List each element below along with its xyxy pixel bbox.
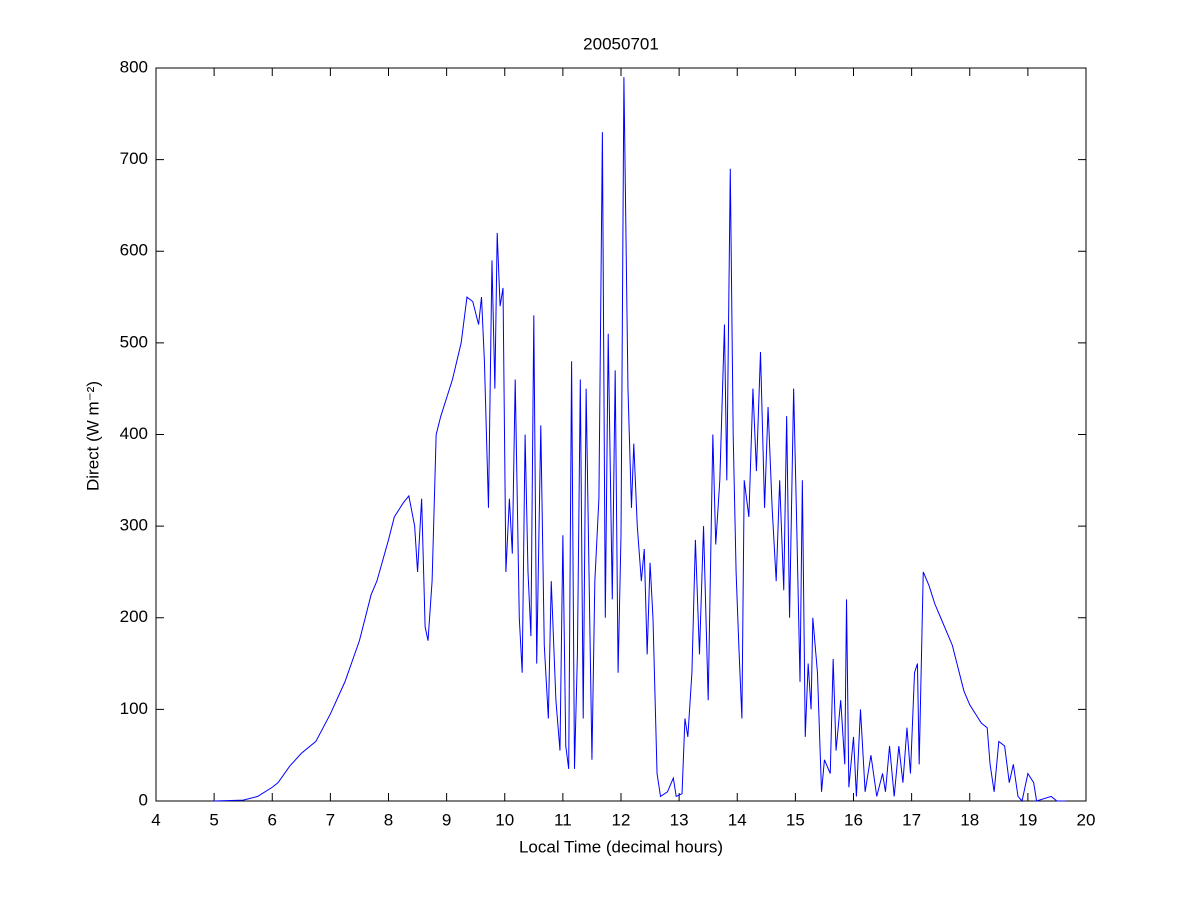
x-tick-label: 4 (151, 810, 160, 829)
x-tick-label: 5 (209, 810, 218, 829)
x-tick-label: 12 (612, 810, 631, 829)
x-tick-label: 6 (268, 810, 277, 829)
plot-area (155, 67, 1087, 802)
y-tick-label: 100 (120, 699, 148, 718)
x-tick-label: 13 (670, 810, 689, 829)
y-tick-label: 800 (120, 57, 148, 76)
x-tick-label: 8 (384, 810, 393, 829)
x-tick-label: 10 (495, 810, 514, 829)
x-tick-label: 7 (326, 810, 335, 829)
x-tick-label: 15 (786, 810, 805, 829)
y-axis-label: Direct (W m⁻²) (83, 381, 102, 491)
y-tick-label: 0 (139, 790, 148, 809)
x-tick-label: 19 (1018, 810, 1037, 829)
x-tick-label: 16 (844, 810, 863, 829)
x-tick-label: 17 (902, 810, 921, 829)
x-tick-label: 11 (554, 810, 572, 829)
x-tick-label: 18 (960, 810, 979, 829)
x-tick-label: 9 (442, 810, 451, 829)
x-axis-label: Local Time (decimal hours) (519, 837, 723, 856)
y-tick-label: 200 (120, 607, 148, 626)
data-line (214, 77, 1066, 803)
y-tick-label: 600 (120, 241, 148, 260)
x-tick-label: 14 (728, 810, 747, 829)
x-tick-label: 20 (1077, 810, 1096, 829)
y-tick-label: 300 (120, 516, 148, 535)
y-tick-label: 400 (120, 424, 148, 443)
y-tick-label: 500 (120, 332, 148, 351)
y-tick-label: 700 (120, 149, 148, 168)
chart-title: 20050701 (583, 34, 659, 53)
